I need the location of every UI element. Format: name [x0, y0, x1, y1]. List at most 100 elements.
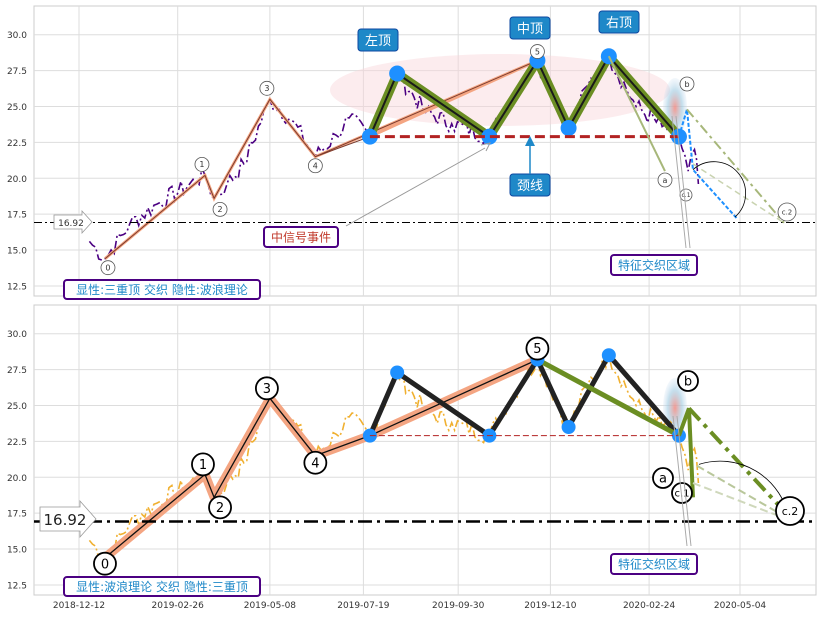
x-tick-label: 2019-12-10: [524, 601, 577, 611]
bottom-wave-label: 1: [199, 458, 207, 473]
bottom-pattern-node: [561, 420, 576, 435]
bottom-wave-label: 4: [311, 456, 319, 471]
y-tick-label: 12.5: [7, 282, 27, 292]
y-tick-label: 20.0: [7, 175, 27, 185]
bottom-abc-label: c.2: [782, 505, 799, 518]
top-y-tick-labels: 12.5 15.0 17.5 20.0 22.5 25.0 27.5 30.0: [7, 31, 27, 292]
left-top-label-box: [357, 28, 399, 52]
top-abc-label-marker: [679, 76, 695, 92]
x-tick-labels: 2018-12-12 2019-02-26 2019-05-08 2019-07-19…: [53, 601, 767, 611]
top-price-series: [88, 56, 700, 261]
left-top-label: 左顶: [365, 34, 391, 49]
y-tick-label: 17.5: [7, 510, 27, 520]
middle-top-label-box: [509, 16, 551, 40]
top-wave-label: 3: [264, 84, 269, 93]
bottom-support-label: 16.92: [44, 511, 87, 529]
top-pattern-node: [481, 128, 498, 145]
top-wave-label-marker: [530, 44, 545, 59]
top-wave-label-marker: [194, 157, 210, 172]
top-pattern-node: [389, 65, 406, 82]
bottom-abc-label-marker: [652, 467, 674, 489]
top-wave-label: 5: [535, 47, 540, 56]
signal-event-label: 中信号事件: [271, 229, 331, 244]
top-angle-arc: [692, 161, 747, 218]
bottom-wave-5-to-a: [536, 357, 681, 438]
top-labels: 0 1 2 3 4 5 a b c.1 c.2 左顶 中顶 右顶颈线中信号事件特征交织区域显性:三重顶 …: [53, 10, 797, 300]
bottom-wave-label: 3: [263, 382, 271, 397]
top-abc-path: [678, 109, 738, 220]
bottom-wave-label: 5: [533, 342, 541, 357]
bottom-panel: 12.5 15.0 17.5 20.0 22.5 25.0 27.5 30.0 2018-12…: [7, 304, 817, 611]
top-projection-line: [692, 163, 785, 224]
bottom-feature-zone-pointer: [672, 415, 692, 547]
top-caption-box: [63, 279, 261, 300]
bottom-wave-label-marker: [191, 452, 215, 477]
top-wave-label: 0: [105, 263, 110, 272]
top-feature-zone-label: 特征交织区域: [618, 257, 690, 272]
y-tick-label: 27.5: [7, 67, 27, 77]
bottom-price-series: [88, 355, 700, 560]
top-pattern-node: [560, 120, 577, 137]
y-tick-label: 30.0: [7, 31, 27, 41]
x-tick-label: 2019-02-26: [152, 601, 205, 611]
x-tick-label: 2019-09-30: [432, 601, 485, 611]
bottom-plot-frame: [33, 304, 817, 596]
bottom-wave-label-marker: [254, 376, 279, 401]
bottom-pattern-node: [390, 365, 405, 380]
top-wave-label: 4: [313, 162, 318, 171]
neckline-arrow-head: [525, 136, 535, 146]
bottom-abc-label-marker: [677, 370, 699, 392]
neckline-label: 颈线: [517, 179, 543, 194]
top-abc-label: c.2: [782, 208, 793, 216]
top-abc-label: c.1: [681, 192, 690, 199]
y-tick-label: 12.5: [7, 581, 27, 591]
right-top-label: 右顶: [606, 16, 632, 31]
top-abc-label-marker: [777, 202, 797, 222]
x-tick-label: 2018-12-12: [53, 601, 105, 611]
top-support-label: 16.92: [58, 219, 84, 229]
signal-event-pointer: [345, 142, 491, 227]
y-tick-label: 27.5: [7, 366, 27, 376]
top-projection-line: [686, 108, 785, 224]
middle-top-label: 中顶: [517, 22, 543, 37]
top-abc-label-marker: [657, 172, 673, 188]
bottom-abc-label-marker: [775, 496, 805, 526]
top-grid: [34, 6, 816, 296]
top-abc-label: b: [684, 80, 689, 89]
x-tick-label: 2020-02-24: [623, 601, 676, 611]
y-tick-label: 30.0: [7, 330, 27, 340]
bottom-feature-zone-label-box: [610, 553, 698, 575]
top-wave-label-marker: [259, 80, 275, 96]
top-projection-lines: [607, 55, 785, 224]
bottom-wave-label-marker: [93, 551, 117, 576]
top-panel: 12.5 15.0 17.5 20.0 22.5 25.0 27.5 30.0 0 1 2 3 4 5 a…: [7, 5, 817, 300]
bottom-projection-line: [696, 464, 795, 523]
bottom-wave-label: 2: [216, 501, 224, 516]
y-tick-label: 25.0: [7, 103, 27, 113]
bottom-support-marker: [39, 499, 97, 539]
bottom-abc-label: a: [659, 472, 667, 487]
bottom-abc-label: c.1: [674, 489, 689, 500]
y-tick-label: 20.0: [7, 474, 27, 484]
top-wave-label-marker: [100, 260, 116, 276]
top-feature-zone-pointer: [671, 115, 691, 249]
y-tick-label: 15.0: [7, 247, 27, 257]
top-wave-label: 2: [218, 205, 223, 214]
y-tick-label: 22.5: [7, 139, 27, 149]
bottom-pattern-node: [601, 348, 616, 363]
top-plot-frame: [33, 5, 817, 297]
bottom-wave-label-marker: [208, 495, 232, 520]
right-top-label-box: [598, 10, 640, 34]
top-pattern-highlight: [330, 54, 670, 126]
y-tick-label: 22.5: [7, 438, 27, 448]
top-wave-label: 1: [199, 160, 204, 169]
top-support-marker: [53, 209, 93, 235]
bottom-feature-zone-label: 特征交织区域: [618, 556, 690, 571]
top-caption: 显性:三重顶 交织 隐性:波浪理论: [76, 282, 248, 297]
signal-event-label-box: [263, 226, 339, 248]
y-tick-label: 15.0: [7, 546, 27, 556]
top-wave-label-marker: [307, 158, 323, 174]
bottom-abc-path: [677, 407, 695, 498]
